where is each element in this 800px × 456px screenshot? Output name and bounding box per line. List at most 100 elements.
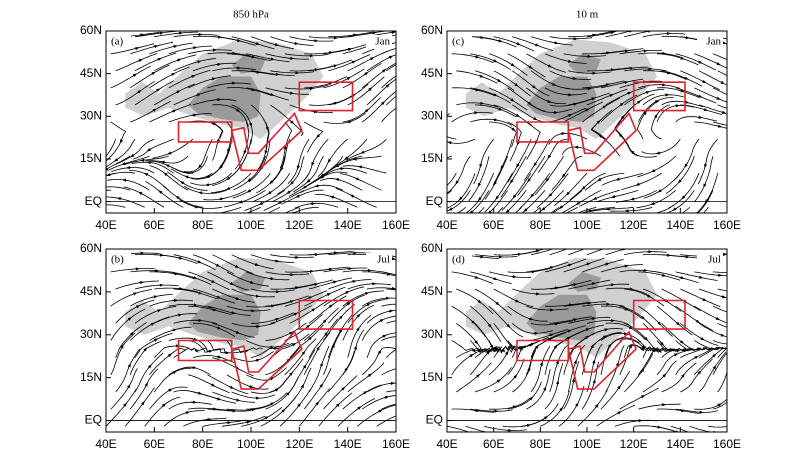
stream-arrow	[136, 89, 142, 94]
month-label: Jan	[375, 36, 390, 48]
stream-arrow	[693, 355, 699, 360]
stream-arrow	[306, 178, 311, 183]
x-tick-label: 60E	[483, 218, 504, 232]
streamline	[586, 249, 605, 256]
streamline	[265, 271, 310, 276]
y-tick-label: EQ	[85, 413, 102, 427]
stream-arrow	[475, 373, 481, 378]
stream-arrow	[404, 46, 407, 47]
streamline	[466, 173, 495, 213]
streamline	[381, 336, 396, 341]
stream-arrow	[288, 300, 295, 304]
stream-arrow	[695, 347, 702, 351]
streamline	[149, 299, 193, 307]
streamline	[226, 139, 252, 181]
streamline	[488, 53, 528, 76]
streamline	[226, 305, 271, 312]
streamline	[624, 288, 665, 307]
streamline	[308, 59, 353, 72]
streamline	[308, 251, 353, 256]
streamline	[361, 347, 396, 376]
region-box	[230, 330, 303, 390]
stream-arrow	[655, 348, 659, 353]
stream-arrow	[377, 409, 383, 413]
streamline	[226, 271, 269, 287]
streamline	[642, 347, 676, 358]
stream-arrow	[493, 180, 498, 186]
streamline	[106, 196, 145, 208]
stream-arrow	[328, 304, 334, 309]
streamline	[661, 100, 704, 108]
stream-arrow	[694, 211, 700, 213]
streamline	[212, 322, 255, 338]
streamline	[110, 332, 136, 375]
stream-arrow	[492, 93, 498, 97]
streamline	[381, 107, 396, 123]
streamline	[168, 113, 213, 123]
stream-arrow	[592, 196, 598, 200]
stream-arrow	[585, 262, 591, 266]
streamline	[107, 179, 150, 191]
stream-arrow	[615, 177, 621, 181]
streamline	[605, 337, 640, 358]
streamline	[346, 138, 387, 161]
x-tick-label: 120E	[285, 437, 313, 451]
stream-arrow	[193, 205, 199, 209]
streamline	[366, 287, 396, 290]
stream-arrow	[492, 276, 498, 281]
streamline	[265, 322, 307, 341]
streamline	[624, 68, 667, 72]
x-tick-label: 60E	[483, 437, 504, 451]
stream-arrow	[561, 173, 566, 178]
stream-arrow	[315, 401, 320, 407]
stream-arrow	[716, 403, 722, 407]
streamline	[256, 156, 286, 194]
stream-arrow	[610, 195, 617, 199]
stream-arrow	[543, 386, 547, 392]
stream-arrow	[609, 31, 615, 35]
stream-arrow	[305, 324, 311, 329]
streamline	[661, 362, 697, 393]
streamline	[323, 286, 365, 307]
streamline	[265, 53, 310, 60]
map-content	[106, 251, 408, 427]
stream-arrow	[590, 246, 593, 247]
stream-arrow	[405, 277, 408, 278]
streamline	[192, 391, 236, 404]
stream-arrow	[581, 185, 586, 190]
streamline	[538, 138, 569, 173]
streamline	[152, 138, 194, 159]
stream-arrow	[362, 391, 368, 395]
stream-arrow	[387, 55, 394, 59]
stream-arrow	[703, 182, 707, 188]
streamline	[694, 87, 727, 103]
stream-arrow	[573, 359, 577, 366]
stream-arrow	[567, 263, 573, 267]
y-tick-label: EQ	[426, 413, 443, 427]
stream-arrow	[735, 315, 738, 316]
y-tick-label: 15N	[80, 370, 102, 384]
streamline	[600, 94, 638, 123]
streamline	[488, 397, 530, 410]
stream-arrow	[584, 108, 590, 112]
streamline	[712, 87, 727, 95]
stream-arrow	[177, 256, 184, 260]
streamline	[605, 287, 648, 295]
stream-arrow	[630, 197, 636, 201]
streamline	[712, 53, 727, 61]
streamline	[386, 64, 396, 72]
stream-arrow	[510, 178, 514, 184]
streamline	[328, 294, 365, 324]
stream-arrow	[488, 431, 494, 432]
streamline	[323, 44, 367, 55]
y-tick-label: 30N	[80, 327, 102, 341]
panel-label: (c)	[452, 36, 465, 48]
stream-arrow	[363, 71, 369, 76]
streamline	[173, 34, 218, 38]
streamline	[265, 87, 310, 95]
streamline	[580, 206, 616, 213]
streamline	[654, 206, 672, 213]
stream-arrow	[234, 264, 240, 268]
streamline	[192, 288, 236, 304]
streamline	[568, 279, 611, 290]
